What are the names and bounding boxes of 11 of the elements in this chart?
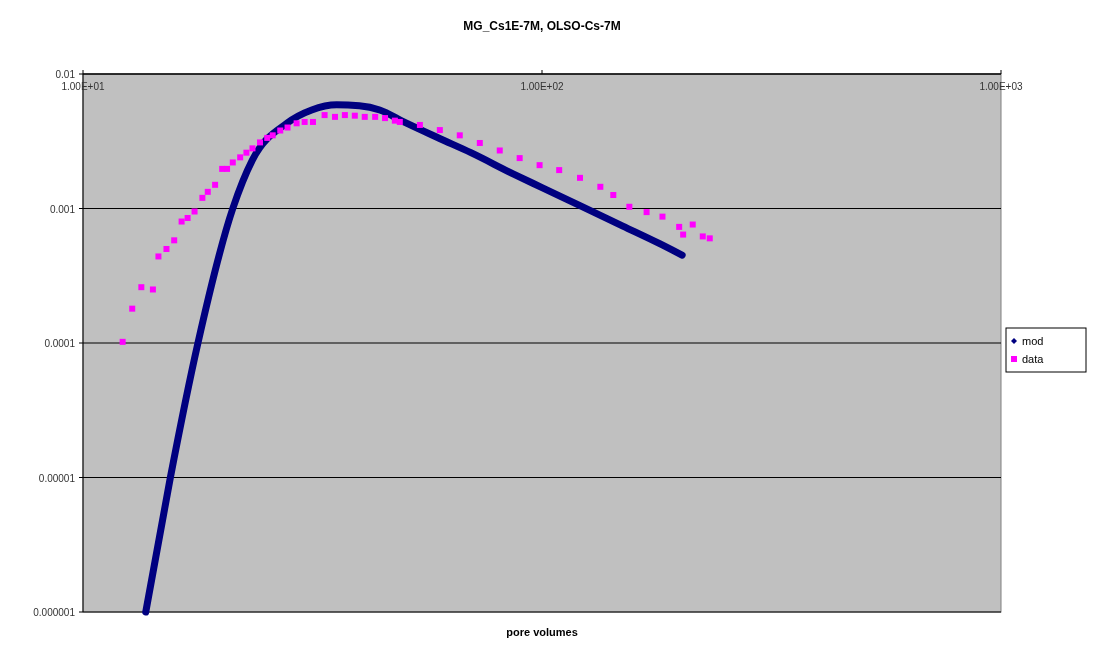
y-tick-label: 0.001 [49,203,76,215]
chart-title: MG_Cs1E-7M, OLSO-Cs-7M [463,19,621,33]
y-tick-label: 0.00001 [38,472,76,484]
legend-label: data [1022,353,1045,365]
y-tick-label: 0.0001 [44,338,76,349]
y-tick-label: 0.01 [55,69,76,80]
x-tick-label: 1.00E+02 [520,81,564,92]
x-tick-label: 1.00E+03 [979,81,1023,92]
legend-label: mod [1022,335,1044,347]
y-tick-label: 0.000001 [33,607,76,618]
x-axis-title: pore volumes [506,626,578,638]
